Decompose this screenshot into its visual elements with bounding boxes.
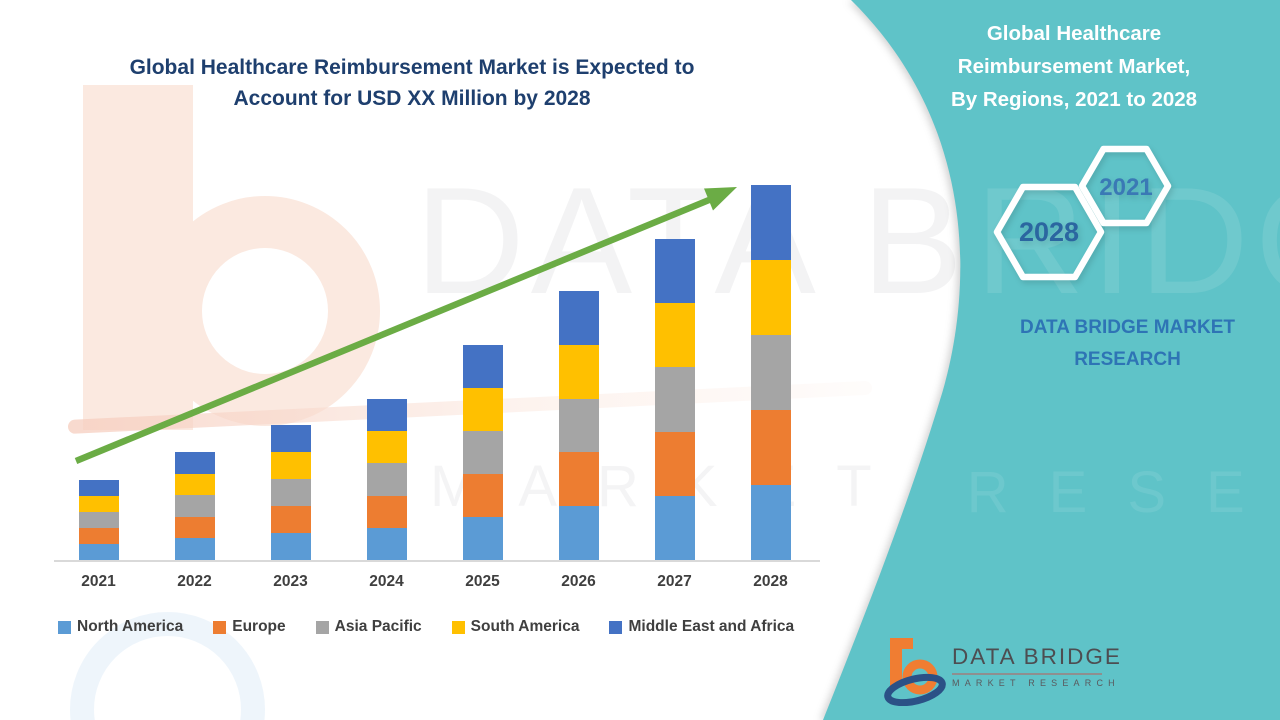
- x-axis-line: [54, 560, 820, 562]
- hexagon-2028: [993, 183, 1105, 281]
- legend-label: Asia Pacific: [334, 618, 422, 635]
- bar-segment-asia-pacific: [174, 495, 215, 517]
- bar-segment-south-america: [174, 473, 215, 496]
- bar-segment-europe: [174, 516, 215, 539]
- bar-segment-south-america: [462, 388, 503, 431]
- brand-text-line1: DATA BRIDGE MARKET: [1020, 317, 1235, 338]
- bar-segment-europe: [78, 528, 119, 544]
- bar-segment-europe: [654, 431, 695, 496]
- hexagon-2021-label: 2021: [1099, 174, 1152, 201]
- hexagon-2028-label: 2028: [1019, 217, 1079, 247]
- trend-arrow-head: [704, 187, 737, 211]
- legend-swatch: [609, 620, 623, 634]
- bar-2021: [78, 480, 119, 560]
- bar-2026: [558, 291, 599, 560]
- brand-text-line2: RESEARCH: [1074, 349, 1181, 370]
- legend-swatch: [451, 620, 465, 634]
- chart-title: Global Healthcare Reimbursement Market i…: [62, 52, 762, 114]
- legend-item-north-america: North America: [58, 618, 183, 636]
- bar-segment-south-america: [750, 260, 791, 335]
- x-axis-label-2023: 2023: [273, 573, 308, 590]
- legend-label: Europe: [232, 618, 286, 635]
- x-axis-label-2028: 2028: [753, 573, 788, 590]
- bar-2022: [174, 452, 215, 560]
- bar-segment-middle-east-and-africa: [654, 239, 695, 304]
- legend-item-middle-east-and-africa: Middle East and Africa: [609, 618, 794, 636]
- x-axis-label-2027: 2027: [657, 573, 692, 590]
- x-axis-label-2021: 2021: [81, 573, 116, 590]
- bar-segment-europe: [366, 495, 407, 528]
- bar-segment-north-america: [462, 517, 503, 560]
- legend-label: North America: [77, 618, 184, 635]
- x-axis-label-2025: 2025: [465, 573, 500, 590]
- chart-title-line2: Account for USD XX Million by 2028: [233, 87, 591, 110]
- bar-segment-south-america: [654, 303, 695, 368]
- legend-item-asia-pacific: Asia Pacific: [315, 618, 422, 636]
- bar-segment-north-america: [366, 527, 407, 560]
- bar-2023: [270, 425, 311, 560]
- bar-segment-north-america: [558, 506, 599, 560]
- bar-segment-north-america: [654, 495, 695, 560]
- bar-segment-south-america: [78, 496, 119, 512]
- side-panel-heading-line2: Reimbursement Market,: [957, 55, 1191, 78]
- bar-segment-south-america: [270, 452, 311, 479]
- bar-2024: [366, 399, 407, 560]
- bar-segment-europe: [462, 474, 503, 517]
- legend-label: Middle East and Africa: [628, 618, 795, 635]
- chart-legend: North America Europe Asia Pacific South Ame…: [58, 618, 794, 636]
- bar-segment-asia-pacific: [750, 335, 791, 410]
- databridge-logo-icon: [884, 638, 946, 706]
- bar-segment-north-america: [270, 533, 311, 560]
- bar-segment-asia-pacific: [366, 463, 407, 496]
- bar-2028: [750, 185, 791, 560]
- bar-segment-south-america: [558, 344, 599, 399]
- bar-segment-middle-east-and-africa: [750, 185, 791, 260]
- bar-segment-middle-east-and-africa: [174, 452, 215, 474]
- bar-2025: [462, 345, 503, 560]
- bar-2027: [654, 239, 695, 560]
- footer-logo-text: DATA BRIDGE MARKET RESEARCH: [952, 644, 1120, 688]
- side-panel-heading-line3: By Regions, 2021 to 2028: [950, 88, 1198, 111]
- x-axis-label-2026: 2026: [561, 573, 596, 590]
- legend-swatch: [315, 620, 329, 634]
- bar-segment-north-america: [78, 544, 119, 560]
- bar-segment-north-america: [174, 538, 215, 560]
- bar-segment-north-america: [750, 485, 791, 560]
- side-panel-heading-line1: Global Healthcare: [986, 22, 1162, 45]
- x-axis-label-2024: 2024: [369, 573, 404, 590]
- footer-logo-title: DATA BRIDGE: [952, 644, 1120, 675]
- bar-segment-europe: [558, 452, 599, 507]
- chart-title-line1: Global Healthcare Reimbursement Market i…: [129, 56, 695, 79]
- bar-segment-middle-east-and-africa: [462, 345, 503, 388]
- legend-swatch: [58, 620, 71, 634]
- footer-logo-subtitle: MARKET RESEARCH: [952, 678, 1120, 688]
- side-panel-heading: Global Healthcare Reimbursement Market, …: [878, 17, 1270, 116]
- bar-segment-middle-east-and-africa: [366, 399, 407, 432]
- legend-label: South America: [470, 618, 580, 635]
- bar-segment-europe: [750, 410, 791, 485]
- brand-text: DATA BRIDGE MARKET RESEARCH: [1005, 312, 1250, 376]
- hexagon-2021: [1078, 145, 1172, 227]
- bar-segment-middle-east-and-africa: [558, 291, 599, 345]
- bar-segment-south-america: [366, 431, 407, 464]
- bar-segment-middle-east-and-africa: [270, 425, 311, 452]
- bar-segment-asia-pacific: [270, 479, 311, 506]
- bar-segment-middle-east-and-africa: [78, 480, 119, 496]
- bar-segment-asia-pacific: [462, 431, 503, 474]
- legend-item-europe: Europe: [213, 618, 286, 636]
- legend-item-south-america: South America: [451, 618, 580, 636]
- x-axis-label-2022: 2022: [177, 573, 212, 590]
- bar-segment-asia-pacific: [78, 512, 119, 528]
- legend-swatch: [213, 620, 227, 634]
- bar-segment-asia-pacific: [654, 367, 695, 432]
- bar-segment-europe: [270, 506, 311, 533]
- bar-segment-asia-pacific: [558, 398, 599, 453]
